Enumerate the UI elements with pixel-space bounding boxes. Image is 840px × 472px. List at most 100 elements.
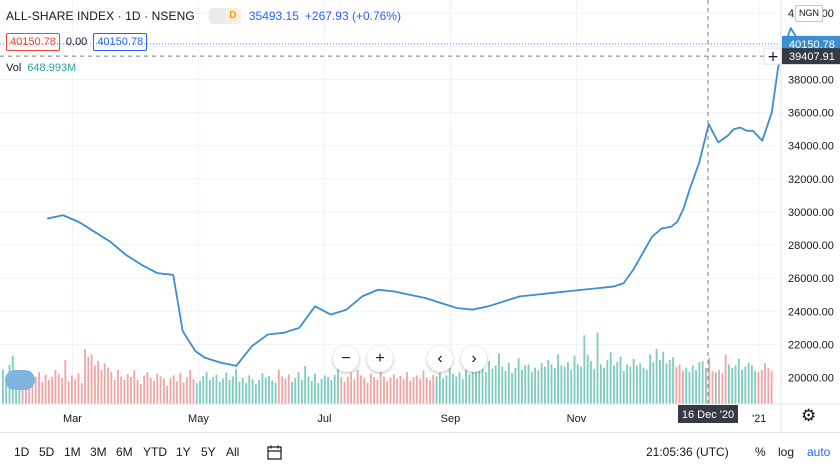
volume-bar (235, 369, 238, 404)
gear-icon[interactable]: ⚙ (801, 406, 817, 425)
chart-nav-controls: − + ‹ › (333, 346, 487, 372)
log-toggle[interactable]: log (778, 445, 795, 459)
scroll-left-button[interactable]: ‹ (427, 346, 453, 372)
zoom-out-button[interactable]: − (333, 346, 359, 372)
volume-bar (432, 374, 435, 404)
volume-bar (442, 378, 445, 404)
volume-bar (583, 335, 586, 404)
symbol-title[interactable]: ALL-SHARE INDEX · 1D · NSENG (6, 9, 195, 23)
scroll-right-button[interactable]: › (461, 346, 487, 372)
volume-bar (376, 379, 379, 404)
volume-bar (636, 365, 638, 404)
zoom-in-button[interactable]: + (367, 346, 393, 372)
volume-bar (596, 332, 599, 404)
volume-bar (38, 372, 40, 404)
volume-bar (603, 367, 605, 404)
currency-badge[interactable]: NGN (795, 5, 823, 22)
volume-bar (501, 366, 504, 404)
volume-bar (645, 369, 648, 404)
volume-bar (70, 375, 73, 404)
volume-bar (44, 374, 47, 404)
volume-bar (734, 365, 737, 404)
symbol-chip[interactable]: D (208, 8, 241, 24)
volume-bar (695, 369, 697, 404)
volume-bar (323, 375, 326, 404)
volume-bar (599, 364, 602, 404)
volume-bar (714, 372, 717, 404)
volume-bar (616, 362, 619, 404)
range-all[interactable]: All (226, 445, 240, 459)
indicator-legend: 40150.78 0.00 40150.78 (6, 33, 153, 51)
range-5d[interactable]: 5D (39, 445, 55, 459)
range-6m[interactable]: 6M (116, 445, 133, 459)
last-price-badge (782, 35, 840, 51)
utc-clock[interactable]: 21:05:36 (UTC) (646, 445, 729, 459)
volume-bar (498, 353, 500, 404)
volume-bar (314, 373, 316, 404)
volume-label[interactable]: Vol (6, 62, 22, 74)
tradingview-logo[interactable] (5, 370, 35, 390)
volume-bar (304, 366, 307, 404)
volume-bar (659, 360, 661, 404)
volume-bar (67, 381, 70, 404)
range-1d[interactable]: 1D (14, 445, 30, 459)
compare-icon[interactable] (266, 444, 284, 462)
volume-bar (688, 372, 691, 404)
volume-bar (553, 368, 556, 404)
volume-bar (284, 378, 287, 404)
percent-toggle[interactable]: % (755, 445, 766, 459)
volume-bar (744, 366, 747, 404)
value-box-blue[interactable]: 40150.78 (93, 33, 148, 51)
range-1y[interactable]: 1Y (176, 445, 191, 459)
volume-bar (514, 367, 517, 404)
volume-bar (675, 366, 678, 404)
chart-grid (0, 0, 780, 404)
volume-bar (277, 369, 280, 404)
volume-bar (222, 378, 224, 404)
range-ytd[interactable]: YTD (143, 445, 167, 459)
time-tick-label: Sep (441, 413, 461, 425)
range-1m[interactable]: 1M (64, 445, 81, 459)
volume-bar (169, 378, 172, 404)
volume-bar (21, 384, 24, 404)
volume-bar (5, 378, 8, 404)
volume-bar (649, 354, 651, 404)
volume-bar (481, 367, 484, 404)
volume-bar (682, 371, 684, 404)
price-chart[interactable]: + 42000.0040000.0038000.0036000.0034000.… (0, 0, 840, 432)
volume-bar (61, 378, 63, 404)
volume-bar (662, 351, 665, 404)
auto-toggle[interactable]: auto (807, 445, 831, 459)
volume-bar (254, 384, 257, 404)
price-tick-label: 20000.00 (788, 373, 834, 385)
crosshair: + (0, 0, 783, 404)
volume-bar (130, 377, 132, 404)
volume-bar (475, 371, 477, 404)
volume-bar (399, 375, 402, 404)
volume-bar (264, 377, 267, 404)
range-3m[interactable]: 3M (90, 445, 107, 459)
volume-bar (18, 377, 21, 404)
volume-bar (724, 354, 727, 404)
volume-bar (392, 374, 395, 404)
volume-bar (300, 379, 303, 404)
crosshair-price-label: 39407.91 (789, 51, 835, 63)
crosshair-plus-icon: + (767, 49, 779, 65)
volume-bar (409, 380, 412, 404)
value-box-red[interactable]: 40150.78 (6, 33, 60, 51)
volume-bar (51, 377, 54, 404)
volume-bar (136, 379, 139, 404)
volume-bar (530, 372, 533, 404)
volume-bar (494, 365, 497, 404)
eye-icon[interactable] (208, 8, 225, 24)
volume-bar (465, 369, 468, 404)
volume-bar (478, 360, 481, 404)
volume-bar (622, 371, 625, 404)
volume-bar (580, 366, 582, 404)
volume-bar (369, 373, 372, 404)
range-5y[interactable]: 5Y (201, 445, 216, 459)
volume-bar (741, 369, 743, 404)
volume-bar (248, 375, 251, 404)
volume-bar (685, 367, 688, 404)
volume-bar (767, 367, 770, 404)
